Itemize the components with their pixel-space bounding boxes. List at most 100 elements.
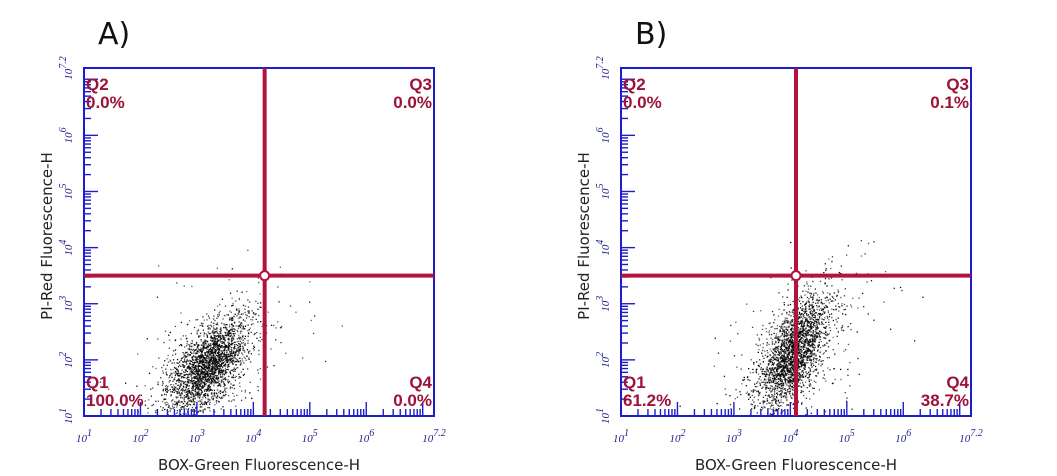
data-point: [220, 364, 223, 366]
data-point: [209, 410, 211, 412]
data-point: [202, 411, 204, 413]
data-point: [209, 351, 211, 353]
data-point: [173, 387, 175, 390]
data-point: [807, 329, 809, 331]
data-point: [190, 399, 192, 401]
data-point: [797, 342, 800, 345]
data-point: [780, 360, 783, 362]
data-point: [827, 292, 829, 294]
data-point: [770, 350, 773, 352]
data-point: [829, 369, 831, 371]
data-point: [227, 365, 229, 367]
data-point: [216, 358, 218, 360]
data-point: [191, 357, 194, 359]
data-point: [766, 350, 768, 352]
data-point: [249, 392, 251, 394]
data-point: [183, 376, 185, 379]
data-point: [226, 368, 229, 371]
data-point: [767, 378, 769, 380]
data-point: [230, 358, 232, 360]
data-point: [232, 304, 234, 306]
data-point: [222, 362, 224, 364]
data-point: [213, 375, 215, 377]
data-point: [855, 272, 858, 274]
data-point: [185, 408, 187, 410]
data-point: [856, 331, 858, 333]
data-point: [827, 311, 830, 314]
data-point: [209, 386, 211, 388]
data-point: [203, 373, 205, 376]
data-point: [233, 328, 235, 330]
data-point: [235, 351, 238, 353]
data-point: [183, 285, 185, 287]
data-point: [229, 361, 231, 364]
data-point: [191, 380, 193, 382]
quadrant-q3-name: Q3: [409, 75, 432, 94]
data-point: [214, 366, 216, 368]
data-point: [198, 370, 201, 372]
data-point: [818, 316, 821, 318]
data-point: [793, 328, 795, 330]
data-point: [232, 399, 234, 401]
data-point: [233, 322, 236, 324]
data-point: [768, 368, 771, 370]
data-point: [783, 374, 785, 377]
data-point: [743, 378, 746, 381]
data-point: [217, 365, 220, 367]
data-point: [780, 371, 782, 373]
data-point: [812, 339, 814, 342]
data-point: [781, 331, 783, 333]
data-point: [197, 400, 199, 402]
data-point: [773, 407, 775, 409]
data-point: [784, 378, 787, 380]
data-point: [166, 401, 168, 403]
data-point: [792, 380, 794, 382]
data-point: [185, 338, 188, 340]
data-point: [802, 330, 804, 332]
data-point: [230, 319, 232, 321]
data-point: [239, 345, 242, 347]
data-point: [204, 384, 207, 386]
data-point: [806, 317, 808, 319]
data-point: [818, 299, 820, 301]
data-point: [197, 364, 199, 366]
data-point: [212, 349, 214, 351]
data-point: [758, 391, 760, 393]
data-point: [210, 370, 213, 372]
data-point: [753, 396, 756, 398]
data-point: [762, 396, 765, 398]
data-point: [210, 336, 212, 338]
data-point: [822, 360, 824, 362]
data-point: [211, 351, 214, 353]
data-point: [781, 379, 783, 381]
data-point: [235, 358, 237, 360]
data-point: [759, 392, 761, 395]
data-point: [197, 380, 200, 382]
data-point: [807, 350, 809, 353]
data-point: [223, 369, 225, 372]
data-point: [184, 369, 187, 371]
data-point: [210, 374, 212, 376]
data-point: [823, 302, 825, 305]
data-point: [804, 356, 806, 358]
data-point: [177, 391, 179, 393]
data-point: [812, 306, 814, 308]
data-point: [213, 383, 215, 385]
data-point: [189, 393, 192, 395]
data-point: [162, 372, 164, 374]
data-point: [791, 330, 793, 332]
data-point: [762, 400, 764, 402]
data-point: [757, 381, 759, 383]
data-point: [820, 360, 822, 362]
data-point: [214, 363, 216, 366]
data-point: [800, 351, 802, 353]
data-point: [809, 368, 811, 370]
data-point: [203, 341, 205, 344]
data-point: [211, 353, 214, 355]
data-point: [207, 384, 210, 387]
data-point: [191, 357, 193, 359]
data-point: [215, 344, 217, 346]
data-point: [792, 336, 794, 339]
data-point: [787, 337, 789, 339]
data-point: [247, 310, 249, 312]
